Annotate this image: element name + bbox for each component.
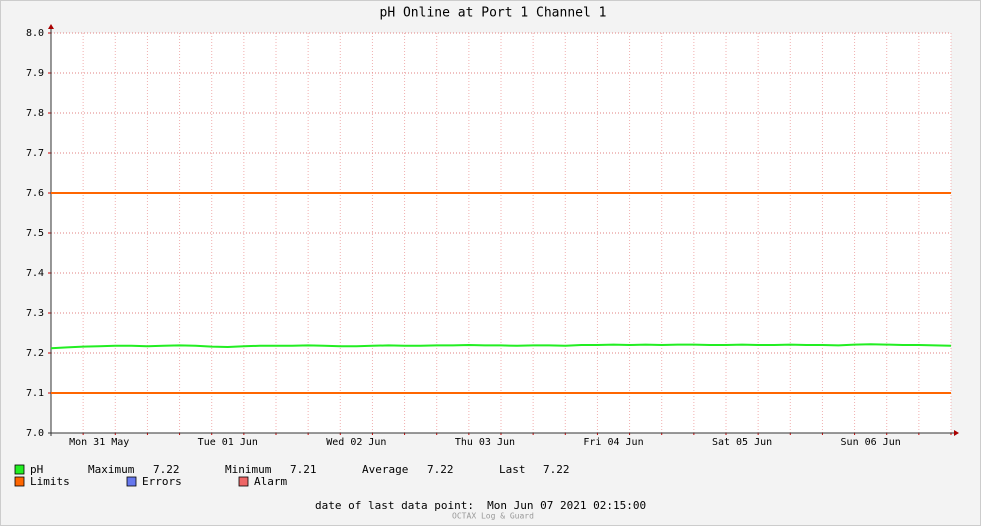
legend-label: Alarm [254,475,287,488]
stat-label: Maximum [88,463,135,476]
x-tick-label: Wed 02 Jun [326,437,386,448]
y-tick-label: 7.2 [26,348,44,359]
stat-value: 7.22 [543,463,570,476]
stat-value: 7.22 [153,463,180,476]
x-tick-label: Sun 06 Jun [841,437,901,448]
legend-swatch [14,476,25,487]
y-tick-label: 7.5 [26,228,44,239]
stat-value: 7.21 [290,463,317,476]
footer: date of last data point: Mon Jun 07 2021… [315,499,646,512]
x-tick-label: Tue 01 Jun [198,437,258,448]
legend-swatch [126,476,137,487]
stat-label: Last [499,463,526,476]
stat-value: 7.22 [427,463,454,476]
y-tick-label: 7.9 [26,68,44,79]
legend-swatch [238,476,249,487]
y-tick-label: 7.3 [26,308,44,319]
y-tick-label: 7.4 [26,268,44,279]
legend-label: Errors [142,475,182,488]
stat-label: Minimum [225,463,272,476]
x-tick-label: Thu 03 Jun [455,437,515,448]
legend-label: pH [30,463,43,476]
y-tick-label: 7.0 [26,428,44,439]
watermark: OCTAX Log & Guard [452,512,534,521]
legend-label: Limits [30,475,70,488]
y-tick-label: 7.7 [26,148,44,159]
legend-swatch [14,464,25,475]
y-axis-arrow [48,24,54,29]
data-line [50,343,952,350]
stat-label: Average [362,463,408,476]
y-tick-label: 7.6 [26,188,44,199]
y-tick-label: 8.0 [26,28,44,39]
x-tick-label: Sat 05 Jun [712,437,772,448]
x-tick-label: Mon 31 May [69,437,129,448]
y-tick-label: 7.8 [26,108,44,119]
y-tick-label: 7.1 [26,388,44,399]
x-axis-arrow [954,430,959,436]
x-tick-label: Fri 04 Jun [583,437,643,448]
chart-title: pH Online at Port 1 Channel 1 [380,6,607,21]
